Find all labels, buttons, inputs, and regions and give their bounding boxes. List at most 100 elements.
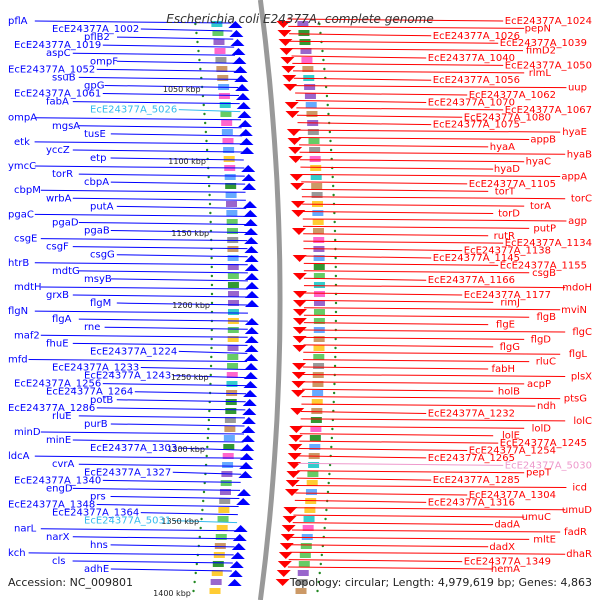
leader-line — [294, 85, 567, 89]
minus-strand-gene — [243, 210, 258, 217]
minus-strand-gene — [244, 282, 259, 289]
minus-strand-gene — [227, 579, 242, 586]
category-block — [310, 165, 322, 171]
gene-label: cbpM — [14, 185, 41, 196]
tick-dot — [318, 22, 321, 26]
gene-label: ptsG — [564, 394, 587, 405]
gene-label: csgF — [46, 242, 69, 253]
leader-line — [178, 350, 248, 354]
category-block — [312, 390, 324, 396]
plus-strand-gene — [277, 561, 292, 568]
gene-label: ymcC — [8, 161, 36, 172]
leader-line — [110, 568, 232, 572]
category-block — [226, 228, 238, 234]
tick-dot — [207, 184, 211, 188]
leader-line — [302, 373, 566, 377]
leader-line — [301, 188, 489, 192]
gene-label: potB — [90, 395, 113, 406]
category-block — [227, 264, 239, 270]
category-block — [313, 318, 325, 324]
leader-line — [96, 504, 239, 508]
tick-dot — [199, 526, 202, 530]
leader-line — [28, 552, 234, 556]
minus-strand-gene — [243, 228, 258, 235]
tick-dot — [207, 418, 211, 422]
leader-line — [40, 238, 248, 242]
genome-summary-text: Topology: circular; Length: 4,979,619 bp… — [289, 576, 592, 589]
tick-dot — [330, 436, 334, 440]
minus-strand-gene — [229, 561, 244, 568]
tick-dot — [203, 481, 206, 485]
gene-label: lolE — [502, 431, 520, 442]
category-block — [216, 525, 228, 531]
tick-dot — [321, 49, 324, 53]
gene-label: EcE24377A_1232 — [428, 408, 515, 419]
tick-dot — [209, 220, 212, 224]
leader-line — [301, 410, 427, 414]
leader-line — [34, 455, 243, 459]
leader-line — [110, 157, 244, 161]
gene-label: pgaB — [84, 226, 110, 237]
category-block — [224, 174, 236, 180]
category-block — [313, 282, 325, 288]
category-block — [219, 489, 231, 495]
tick-dot — [206, 436, 210, 440]
category-block — [313, 336, 325, 342]
category-block — [227, 300, 239, 306]
gene-label: csgE — [14, 234, 37, 245]
minus-strand-gene — [230, 552, 245, 559]
gene-label: EcE24377A_1050 — [505, 60, 592, 71]
minus-strand-gene — [242, 183, 257, 190]
leader-line — [303, 270, 530, 274]
gene-label: rluC — [536, 357, 556, 368]
tick-dot — [210, 283, 214, 287]
plus-strand-gene — [288, 444, 303, 451]
category-block — [227, 282, 239, 288]
category-block — [227, 246, 239, 252]
category-block — [313, 237, 325, 243]
category-block — [222, 462, 234, 468]
category-block — [212, 30, 224, 36]
minus-strand-gene — [243, 381, 258, 388]
tick-dot — [196, 40, 199, 44]
leader-line — [303, 344, 494, 348]
category-block — [211, 570, 223, 576]
category-block — [306, 111, 318, 117]
minus-strand-gene — [244, 327, 259, 334]
category-block — [302, 66, 314, 72]
tick-dot — [201, 508, 204, 512]
tick-dot — [317, 580, 320, 584]
gene-label: torR — [52, 169, 73, 180]
minus-strand-gene — [229, 30, 244, 37]
gene-label: minD — [14, 427, 41, 438]
tick-dot — [210, 301, 214, 305]
tick-dot — [208, 202, 212, 206]
gene-label: EcE24377A_5030 — [505, 460, 592, 471]
gene-label: adhE — [84, 564, 109, 575]
gene-label: flgC — [572, 327, 592, 338]
plus-strand-gene — [287, 453, 302, 460]
tick-dot — [202, 490, 206, 494]
tick-dot — [323, 526, 326, 530]
category-block — [297, 21, 309, 27]
genome-backbone — [257, 0, 283, 600]
category-block — [218, 93, 230, 99]
plus-strand-gene — [283, 507, 298, 514]
leader-line — [289, 551, 566, 555]
plus-strand-gene — [292, 273, 307, 280]
gene-label: pflA — [8, 16, 28, 27]
leader-line — [291, 536, 530, 540]
gene-label: EcE24377A_1075 — [433, 120, 520, 131]
plus-strand-gene — [285, 480, 300, 487]
minus-strand-gene — [243, 390, 258, 397]
plus-strand-gene — [282, 75, 297, 82]
gene-label: uup — [568, 83, 587, 94]
minus-strand-gene — [239, 453, 254, 460]
gene-label: dadX — [489, 542, 515, 553]
minus-strand-gene — [238, 129, 253, 136]
tick-dot — [319, 562, 322, 566]
leader-line — [78, 221, 247, 225]
tick-dot — [205, 139, 208, 143]
minus-strand-gene — [238, 120, 253, 127]
category-block — [225, 183, 237, 189]
